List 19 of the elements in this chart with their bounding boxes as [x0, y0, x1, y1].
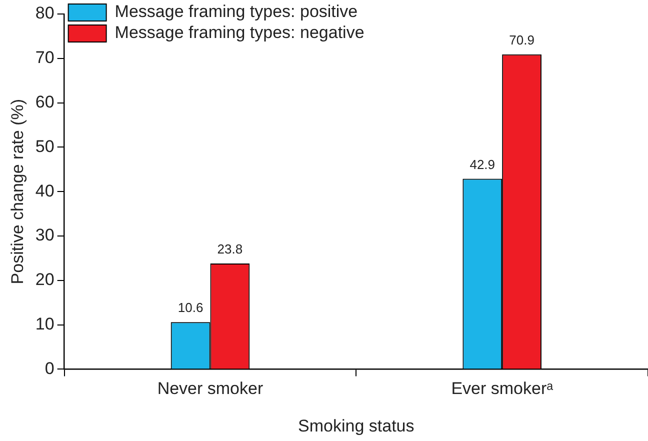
- data-label: 42.9: [470, 156, 496, 172]
- data-label: 23.8: [217, 242, 243, 257]
- legend-label: Message framing types: negative: [114, 23, 364, 42]
- y-tick-label: 80: [35, 4, 54, 23]
- legend-label: Message framing types: positive: [114, 2, 358, 22]
- y-tick-label: 20: [35, 270, 54, 290]
- x-axis-title: Smoking status: [298, 416, 414, 436]
- y-axis-title: Positive change rate (%): [8, 99, 27, 284]
- y-tick-label: 10: [35, 314, 54, 334]
- data-label: 10.6: [178, 300, 204, 316]
- y-tick-label: 60: [35, 92, 54, 112]
- y-tick-label: 70: [35, 48, 54, 68]
- y-tick-label: 40: [35, 181, 54, 200]
- x-tick-label: Ever smokerᵃ: [451, 379, 554, 398]
- x-tick-label: Never smoker: [157, 379, 264, 398]
- data-label: 70.9: [509, 32, 534, 48]
- y-tick-label: 30: [35, 226, 54, 245]
- y-tick-label: 50: [35, 136, 54, 156]
- y-tick-label: 0: [44, 358, 54, 378]
